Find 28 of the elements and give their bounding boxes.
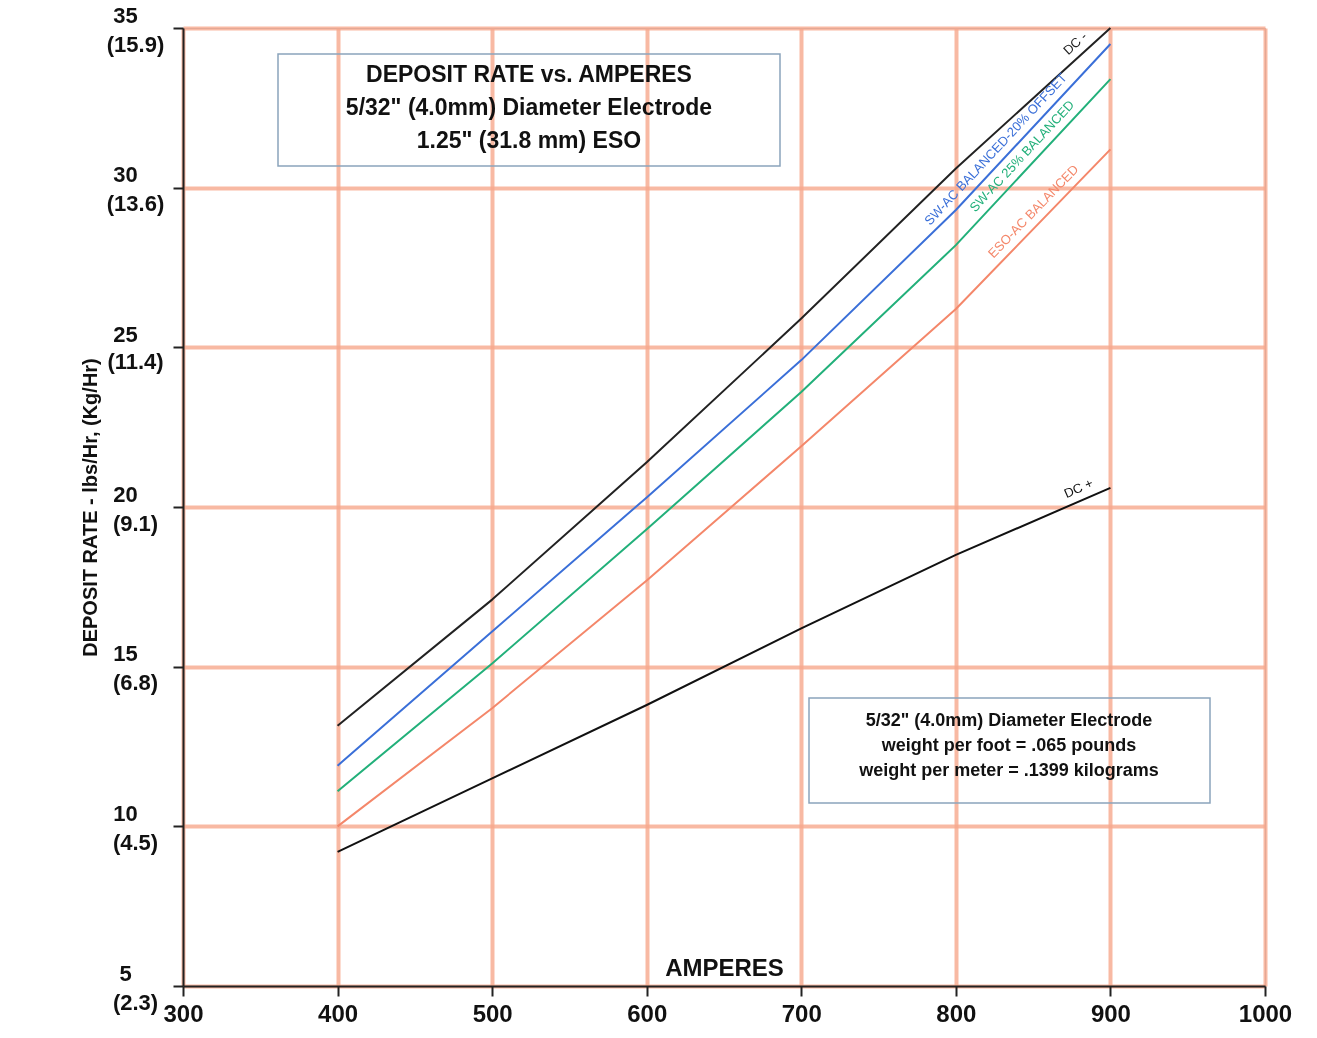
x-tick-label: 500 (472, 999, 513, 1027)
y-tick-label: 35 (113, 2, 138, 28)
y-tick-label: 5 (119, 960, 132, 986)
x-axis-title: AMPERES (665, 953, 784, 981)
x-tick-label: 400 (318, 999, 359, 1027)
y2-tick-label: (6.8) (112, 670, 159, 696)
y2-tick-label: (15.9) (106, 31, 165, 57)
x-tick-label: 600 (627, 999, 668, 1027)
text: DC + (1061, 475, 1096, 501)
x-tick-label: 1000 (1238, 999, 1293, 1027)
y-tick-label: 10 (113, 800, 138, 826)
y-tick-label: 20 (113, 481, 138, 507)
x-tick-label: 900 (1090, 999, 1131, 1027)
y2-tick-label: (11.4) (107, 349, 164, 375)
y-tick-label: 25 (113, 321, 138, 347)
x-tick-label: 700 (781, 999, 822, 1027)
y2-tick-label: (2.3) (112, 989, 159, 1015)
x-tick-label: 800 (936, 999, 977, 1027)
annotation: 5/32" (4.0mm) Diameter Electrode weight per foot = .065 pounds weight per meter = .1399 kilograms (858, 710, 1159, 780)
y2-tick-label: (13.6) (106, 191, 165, 217)
y-tick-label: 15 (113, 641, 138, 667)
y2-tick-label: (9.1) (112, 510, 159, 536)
x-tick-label: 300 (163, 999, 204, 1027)
text: DC - (1060, 28, 1090, 58)
y-axis-title: DEPOSIT RATE - lbs/Hr, (Kg/Hr) (79, 358, 102, 657)
y2-tick-label: (4.5) (112, 829, 159, 855)
text: DEPOSIT RATE vs. AMPERES 5/32" (4.0mm) Diameter Electrode 1.25" (31.8 mm) ESO (345, 61, 713, 153)
y-tick-label: 30 (113, 162, 138, 188)
